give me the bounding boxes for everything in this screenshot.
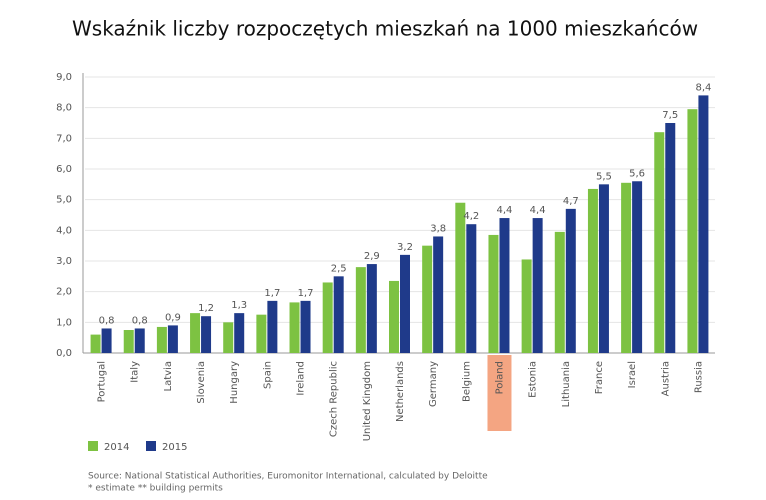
- y-tick-label: 9,0: [56, 72, 72, 83]
- legend-label: 2015: [162, 442, 187, 453]
- bar: [256, 314, 267, 353]
- bar: [698, 95, 709, 354]
- value-label: 1,7: [298, 288, 314, 299]
- value-label: 1,3: [231, 300, 247, 311]
- bar: [366, 264, 377, 353]
- bar: [488, 234, 499, 353]
- bar: [422, 245, 433, 353]
- value-label: 5,5: [596, 171, 612, 182]
- bar: [665, 123, 676, 353]
- bar: [333, 276, 344, 353]
- bar: [598, 184, 609, 353]
- bar: [565, 208, 576, 353]
- note: * estimate ** building permits: [88, 484, 223, 494]
- source: Source: National Statistical Authorities…: [88, 472, 488, 482]
- x-tick-label: Estonia: [528, 361, 539, 398]
- y-tick-label: 2,0: [56, 287, 72, 298]
- legend-swatch: [146, 441, 156, 451]
- value-label: 0,8: [99, 315, 115, 326]
- bar: [654, 132, 665, 353]
- bar: [234, 313, 245, 353]
- bar: [190, 313, 201, 353]
- bar: [587, 188, 598, 353]
- value-label: 8,4: [695, 82, 711, 93]
- x-tick-label: Hungary: [229, 361, 240, 404]
- chart-title: Wskaźnik liczby rozpoczętych mieszkań na…: [72, 17, 698, 41]
- value-label: 7,5: [662, 110, 678, 121]
- bar: [389, 280, 399, 353]
- value-label: 4,7: [563, 196, 579, 207]
- x-tick-label: Italy: [130, 361, 141, 383]
- x-tick-label: Israel: [627, 361, 638, 388]
- x-tick-label: Portugal: [97, 361, 108, 402]
- legend-label: 2014: [104, 442, 129, 453]
- x-tick-label: Belgium: [461, 361, 472, 402]
- bar: [289, 302, 300, 353]
- value-label: 1,2: [198, 303, 214, 314]
- value-label: 3,2: [397, 242, 413, 253]
- value-label: 1,7: [264, 288, 280, 299]
- value-label: 4,4: [530, 205, 546, 216]
- x-tick-label: Germany: [428, 361, 439, 407]
- x-tick-label: Russia: [693, 361, 704, 393]
- x-tick-label: Spain: [262, 361, 273, 389]
- y-tick-label: 1,0: [56, 317, 72, 328]
- x-tick-label: United Kingdom: [362, 361, 373, 441]
- value-label: 4,2: [463, 211, 479, 222]
- bar: [632, 181, 643, 353]
- y-tick-label: 0,0: [56, 348, 72, 359]
- bar: [300, 300, 311, 353]
- bar: [433, 236, 444, 353]
- bar: [223, 322, 234, 353]
- bar: [400, 254, 410, 353]
- y-tick-label: 6,0: [56, 164, 72, 175]
- value-label: 4,4: [497, 205, 513, 216]
- bar: [532, 218, 543, 353]
- bar: [90, 334, 101, 353]
- x-tick-label: France: [594, 361, 605, 394]
- bar: [355, 267, 366, 353]
- x-tick-label: Czech Republic: [329, 361, 340, 437]
- legend-swatch: [88, 441, 98, 451]
- bar: [101, 328, 112, 353]
- value-label: 3,8: [430, 223, 446, 234]
- bar: [123, 330, 134, 353]
- bar: [201, 316, 212, 353]
- bar: [156, 326, 167, 353]
- bar: [521, 259, 532, 353]
- x-tick-label: Slovenia: [196, 361, 207, 404]
- bar: [621, 182, 632, 353]
- highlight-box: [487, 355, 512, 431]
- bar: [687, 109, 698, 353]
- bar: [134, 328, 145, 353]
- y-tick-label: 4,0: [56, 225, 72, 236]
- value-label: 5,6: [629, 168, 645, 179]
- bar: [455, 202, 466, 353]
- value-label: 0,9: [165, 312, 181, 323]
- value-label: 2,5: [331, 263, 347, 274]
- bar: [554, 231, 565, 353]
- y-tick-label: 8,0: [56, 103, 72, 114]
- y-tick-label: 7,0: [56, 133, 72, 144]
- x-tick-label: Lithuania: [561, 361, 572, 407]
- y-tick-label: 3,0: [56, 256, 72, 267]
- bar: [499, 218, 510, 353]
- x-tick-label: Poland: [494, 361, 505, 394]
- x-tick-label: Austria: [660, 361, 671, 396]
- bar: [466, 224, 477, 353]
- y-tick-label: 5,0: [56, 195, 72, 206]
- bar: [167, 325, 178, 353]
- x-tick-label: Latvia: [163, 361, 174, 391]
- x-tick-label: Ireland: [296, 361, 307, 396]
- value-label: 2,9: [364, 251, 380, 262]
- x-tick-label: Netherlands: [395, 361, 406, 422]
- bar: [267, 300, 278, 353]
- bar: [322, 282, 333, 353]
- value-label: 0,8: [132, 315, 148, 326]
